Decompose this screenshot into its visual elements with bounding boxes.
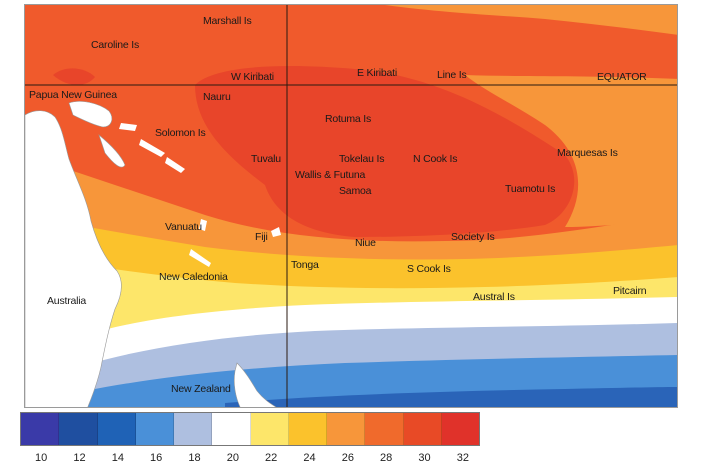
label-w-kiribati: W Kiribati	[231, 71, 274, 83]
ocean-orange-north	[385, 5, 677, 35]
legend-tick-label: 16	[150, 452, 163, 464]
label-pitcairn: Pitcairn	[613, 285, 647, 297]
legend-tick-label: 28	[380, 452, 393, 464]
island-new-caledonia	[189, 249, 211, 267]
legend-swatch	[365, 413, 404, 445]
label-equator: EQUATOR	[597, 71, 647, 83]
legend-swatch	[97, 413, 136, 445]
label-line-is: Line Is	[437, 69, 467, 81]
legend-swatch	[174, 413, 213, 445]
legend-tick-label: 10	[35, 452, 48, 464]
legend-swatch	[212, 413, 251, 445]
label-new-zealand: New Zealand	[171, 383, 231, 395]
legend-swatch	[327, 413, 366, 445]
label-fiji: Fiji	[255, 231, 268, 243]
label-e-kiribati: E Kiribati	[357, 67, 398, 79]
label-caroline-is: Caroline Is	[91, 39, 139, 51]
legend-tick-label: 22	[265, 452, 278, 464]
ocean-orange-east	[465, 75, 677, 227]
legend-color-bar	[20, 412, 480, 446]
label-vanuatu: Vanuatu	[165, 221, 202, 233]
label-n-cook-is: N Cook Is	[413, 153, 458, 165]
label-marquesas-is: Marquesas Is	[557, 147, 618, 159]
label-papua-new-guinea: Papua New Guinea	[29, 89, 117, 101]
new-zealand-landmass	[233, 362, 277, 407]
label-tokelau-is: Tokelau Is	[339, 153, 385, 165]
label-wallis-futuna: Wallis & Futuna	[295, 169, 366, 181]
label-australia: Australia	[47, 295, 87, 307]
label-solomon-is: Solomon Is	[155, 127, 206, 139]
label-marshall-is: Marshall Is	[203, 15, 252, 27]
label-samoa: Samoa	[339, 185, 372, 197]
label-tuamotu-is: Tuamotu Is	[505, 183, 556, 195]
label-niue: Niue	[355, 237, 376, 249]
legend-tick-label: 32	[456, 452, 469, 464]
ocean-dark-blue-band	[225, 387, 677, 407]
legend-tick-label: 24	[303, 452, 316, 464]
legend-swatch	[250, 413, 289, 445]
legend-swatch	[59, 413, 98, 445]
island-solomon	[139, 139, 165, 157]
legend-tick-label: 14	[111, 452, 124, 464]
label-tuvalu: Tuvalu	[251, 153, 281, 165]
label-austral-is: Austral Is	[473, 291, 515, 303]
temperature-legend	[20, 412, 480, 446]
legend-swatch	[441, 413, 479, 445]
map-canvas	[25, 5, 677, 407]
legend-tick-labels: 10 12 14 16 18 20 22 24 26 28 30 32	[20, 452, 480, 468]
island-solomon-2	[165, 157, 185, 173]
legend-swatch	[288, 413, 327, 445]
label-tonga: Tonga	[291, 259, 319, 271]
label-new-caledonia: New Caledonia	[159, 271, 228, 283]
legend-tick-label: 18	[188, 452, 201, 464]
new-guinea-peninsula	[98, 134, 126, 168]
legend-swatch	[403, 413, 442, 445]
label-nauru: Nauru	[203, 91, 231, 103]
ocean-warm-pool-west	[53, 68, 95, 85]
legend-swatch	[21, 413, 60, 445]
label-society-is: Society Is	[451, 231, 495, 243]
label-s-cook-is: S Cook Is	[407, 263, 451, 275]
island-vanuatu	[199, 219, 207, 231]
legend-tick-label: 30	[418, 452, 431, 464]
label-rotuma-is: Rotuma Is	[325, 113, 372, 125]
island-new-britain	[119, 123, 137, 131]
legend-swatch	[135, 413, 174, 445]
legend-tick-label: 20	[226, 452, 239, 464]
sea-surface-temperature-map: Marshall Is Caroline Is W Kiribati E Kir…	[24, 4, 678, 408]
island-fiji	[271, 227, 281, 237]
australia-landmass	[25, 110, 122, 407]
legend-tick-label: 12	[73, 452, 86, 464]
legend-tick-label: 26	[341, 452, 354, 464]
new-guinea-landmass	[68, 101, 113, 128]
ocean-warm-pool	[195, 66, 575, 237]
